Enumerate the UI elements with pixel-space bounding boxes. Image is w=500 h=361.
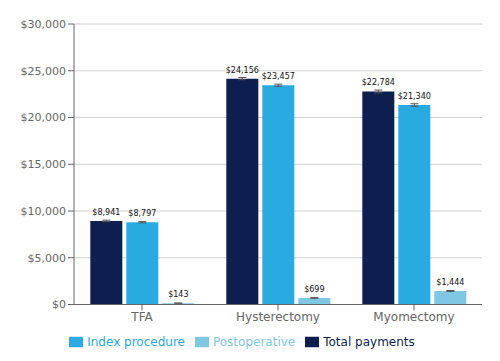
svg-text:$23,457: $23,457 — [262, 72, 295, 81]
svg-text:$30,000: $30,000 — [21, 18, 67, 31]
svg-text:Myomectomy: Myomectomy — [373, 310, 454, 324]
html-text:Index procedure: Index procedure — [87, 334, 185, 349]
svg-text:$24,156: $24,156 — [226, 66, 259, 75]
svg-text:$1,444: $1,444 — [436, 278, 464, 287]
svg-text:$20,000: $20,000 — [21, 111, 67, 124]
svg-text:TFA: TFA — [130, 310, 153, 324]
html-text:Postoperative: Postoperative — [213, 334, 296, 349]
svg-text:$8,797: $8,797 — [128, 209, 156, 218]
svg-text:$21,340: $21,340 — [398, 92, 431, 101]
svg-text:$25,000: $25,000 — [21, 65, 67, 78]
svg-text:Hysterectomy: Hysterectomy — [236, 310, 320, 324]
svg-text:$0: $0 — [52, 298, 66, 311]
svg-text:$143: $143 — [168, 290, 188, 299]
html-text:Total payments: Total payments — [323, 334, 415, 349]
svg-text:$22,784: $22,784 — [362, 78, 395, 87]
svg-text:$8,941: $8,941 — [92, 208, 120, 217]
svg-text:$10,000: $10,000 — [21, 205, 67, 218]
svg-text:$15,000: $15,000 — [21, 158, 67, 171]
svg-text:$5,000: $5,000 — [28, 252, 67, 265]
svg-text:$699: $699 — [304, 285, 324, 294]
